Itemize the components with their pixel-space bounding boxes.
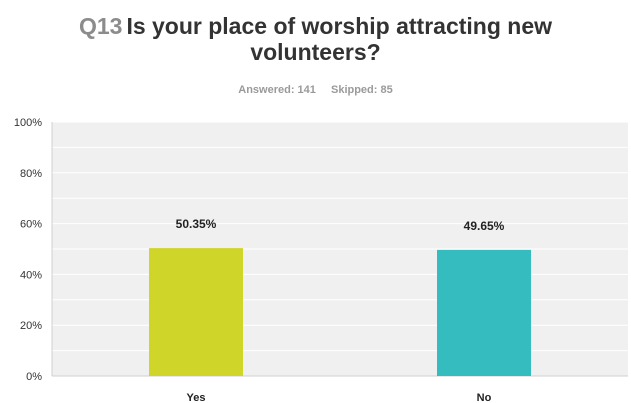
question-number: Q13	[78, 13, 123, 39]
bar-no	[437, 249, 531, 376]
bar-yes	[149, 248, 243, 376]
chart-title: Q13 Is your place of worship attracting n…	[0, 13, 631, 65]
question-text-line-2: volunteers?	[250, 39, 381, 65]
data-label: 49.65%	[464, 219, 505, 233]
y-tick-label: 60%	[20, 219, 42, 231]
answered-count: Answered: 141	[238, 84, 316, 96]
x-category-label: Yes	[187, 392, 206, 403]
question-text-line-1: Is your place of worship attracting new	[126, 13, 553, 39]
skipped-count: Skipped: 85	[330, 84, 393, 96]
data-label: 50.35%	[176, 217, 217, 231]
y-tick-label: 20%	[20, 320, 42, 332]
response-summary: Answered: 141 Skipped: 85	[0, 83, 631, 97]
chart-title-line-1: Q13 Is your place of worship attracting n…	[0, 13, 631, 39]
y-tick-label: 0%	[26, 371, 42, 383]
y-tick-label: 40%	[20, 269, 42, 281]
y-tick-label: 80%	[20, 168, 42, 180]
y-tick-label: 100%	[14, 117, 42, 129]
x-category-label: No	[477, 392, 492, 403]
